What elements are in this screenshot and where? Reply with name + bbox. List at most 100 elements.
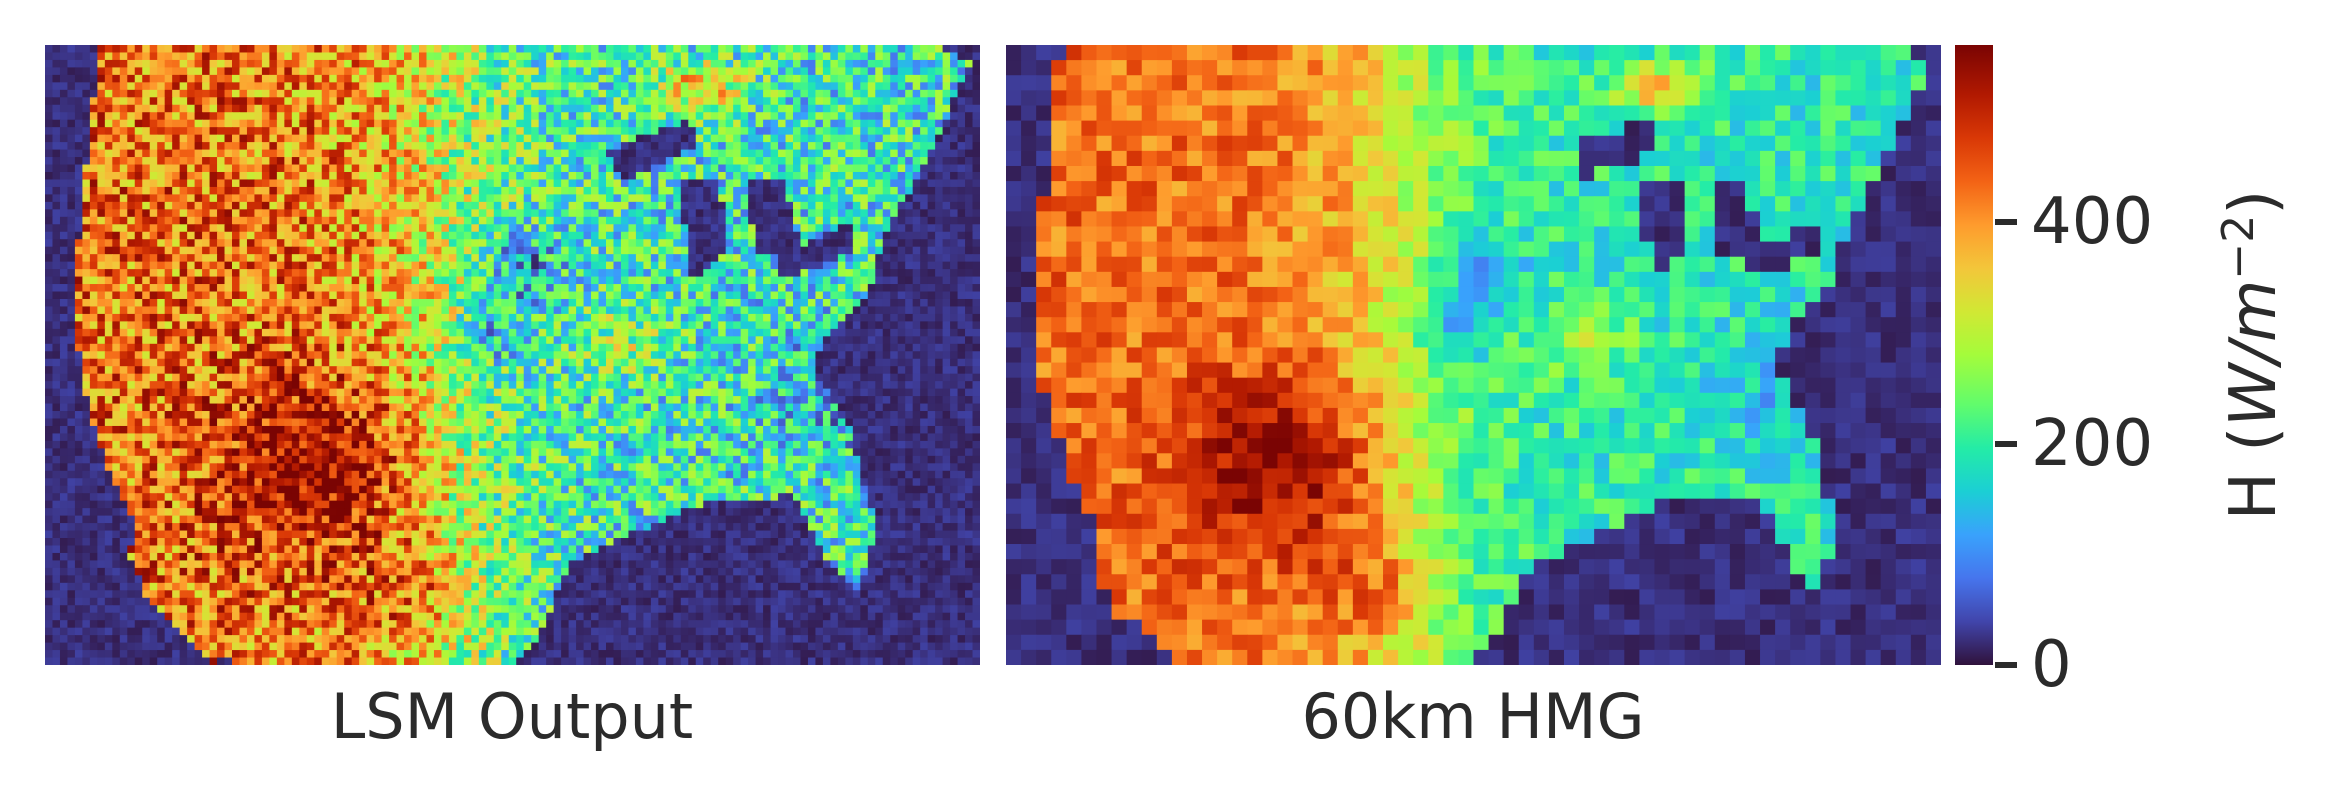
lsm-output-cell — [277, 224, 285, 232]
lsm-output-cell — [636, 292, 644, 300]
lsm-output-cell — [950, 194, 958, 202]
lsm-output-cell — [853, 157, 861, 165]
lsm-output-cell — [606, 105, 614, 113]
lsm-output-cell — [658, 269, 666, 277]
lsm-output-cell — [845, 127, 853, 135]
lsm-output-cell — [576, 187, 584, 195]
lsm-output-cell — [516, 321, 524, 329]
lsm-output-cell — [898, 314, 906, 322]
lsm-output-cell — [815, 314, 823, 322]
lsm-output-cell — [165, 247, 173, 255]
lsm-output-cell — [501, 247, 509, 255]
lsm-output-cell — [404, 172, 412, 180]
lsm-output-cell — [501, 157, 509, 165]
lsm-output-cell — [412, 52, 420, 60]
lsm-output-cell — [494, 112, 502, 120]
lsm-output-cell — [928, 150, 936, 158]
lsm-output-cell — [584, 321, 592, 329]
lsm-output-cell — [97, 306, 105, 314]
lsm-output-cell — [225, 284, 233, 292]
lsm-output-cell — [531, 336, 539, 344]
lsm-output-cell — [45, 187, 53, 195]
lsm-output-cell — [157, 45, 165, 53]
lsm-output-cell — [913, 172, 921, 180]
lsm-output-cell — [67, 90, 75, 98]
lsm-output-cell — [591, 284, 599, 292]
lsm-output-cell — [890, 321, 898, 329]
lsm-output-cell — [748, 194, 756, 202]
lsm-output-cell — [187, 217, 195, 225]
lsm-output-cell — [748, 82, 756, 90]
lsm-output-cell — [254, 165, 262, 173]
lsm-output-cell — [860, 127, 868, 135]
lsm-output-cell — [314, 90, 322, 98]
lsm-output-cell — [913, 254, 921, 262]
lsm-output-cell — [561, 217, 569, 225]
lsm-output-cell — [157, 165, 165, 173]
lsm-output-cell — [673, 187, 681, 195]
lsm-output-cell — [247, 97, 255, 105]
lsm-output-cell — [292, 157, 300, 165]
lsm-output-cell — [150, 52, 158, 60]
lsm-output-cell — [239, 336, 247, 344]
lsm-output-cell — [890, 194, 898, 202]
lsm-output-cell — [202, 45, 210, 53]
lsm-output-cell — [898, 112, 906, 120]
lsm-output-cell — [606, 135, 614, 143]
lsm-output-cell — [449, 314, 457, 322]
lsm-output-cell — [883, 239, 891, 247]
lsm-output-cell — [688, 277, 696, 285]
lsm-output-cell — [419, 120, 427, 128]
lsm-output-cell — [591, 224, 599, 232]
lsm-output-cell — [516, 105, 524, 113]
lsm-output-cell — [67, 284, 75, 292]
lsm-output-cell — [299, 179, 307, 187]
lsm-output-cell — [628, 336, 636, 344]
lsm-output-cell — [75, 306, 83, 314]
lsm-output-cell — [329, 60, 337, 68]
lsm-output-cell — [905, 202, 913, 210]
lsm-output-cell — [756, 67, 764, 75]
lsm-output-cell — [352, 82, 360, 90]
lsm-output-cell — [449, 232, 457, 240]
lsm-output-cell — [60, 172, 68, 180]
lsm-output-cell — [367, 224, 375, 232]
lsm-output-cell — [845, 202, 853, 210]
lsm-output-cell — [269, 306, 277, 314]
lsm-output-cell — [202, 209, 210, 217]
lsm-output-cell — [135, 97, 143, 105]
lsm-output-cell — [643, 209, 651, 217]
lsm-output-cell — [150, 82, 158, 90]
lsm-output-cell — [793, 187, 801, 195]
lsm-output-cell — [554, 82, 562, 90]
lsm-output-cell — [845, 157, 853, 165]
lsm-output-cell — [943, 97, 951, 105]
lsm-output-cell — [52, 194, 60, 202]
lsm-output-cell — [239, 150, 247, 158]
lsm-output-cell — [486, 247, 494, 255]
lsm-output-cell — [269, 97, 277, 105]
lsm-output-cell — [202, 52, 210, 60]
lsm-output-cell — [905, 90, 913, 98]
lsm-output-cell — [329, 277, 337, 285]
lsm-output-cell — [434, 82, 442, 90]
lsm-output-cell — [142, 329, 150, 337]
lsm-output-cell — [920, 217, 928, 225]
lsm-output-cell — [67, 67, 75, 75]
lsm-output-cell — [890, 105, 898, 113]
lsm-output-cell — [793, 209, 801, 217]
lsm-output-cell — [112, 105, 120, 113]
lsm-output-cell — [718, 75, 726, 83]
lsm-output-cell — [307, 150, 315, 158]
lsm-output-cell — [172, 202, 180, 210]
lsm-output-cell — [838, 90, 846, 98]
lsm-output-cell — [561, 209, 569, 217]
lsm-output-cell — [187, 45, 195, 53]
lsm-output-cell — [180, 277, 188, 285]
lsm-output-cell — [135, 194, 143, 202]
lsm-output-cell — [516, 187, 524, 195]
lsm-output-cell — [591, 269, 599, 277]
lsm-output-cell — [898, 262, 906, 270]
lsm-output-cell — [195, 299, 203, 307]
lsm-output-cell — [658, 306, 666, 314]
